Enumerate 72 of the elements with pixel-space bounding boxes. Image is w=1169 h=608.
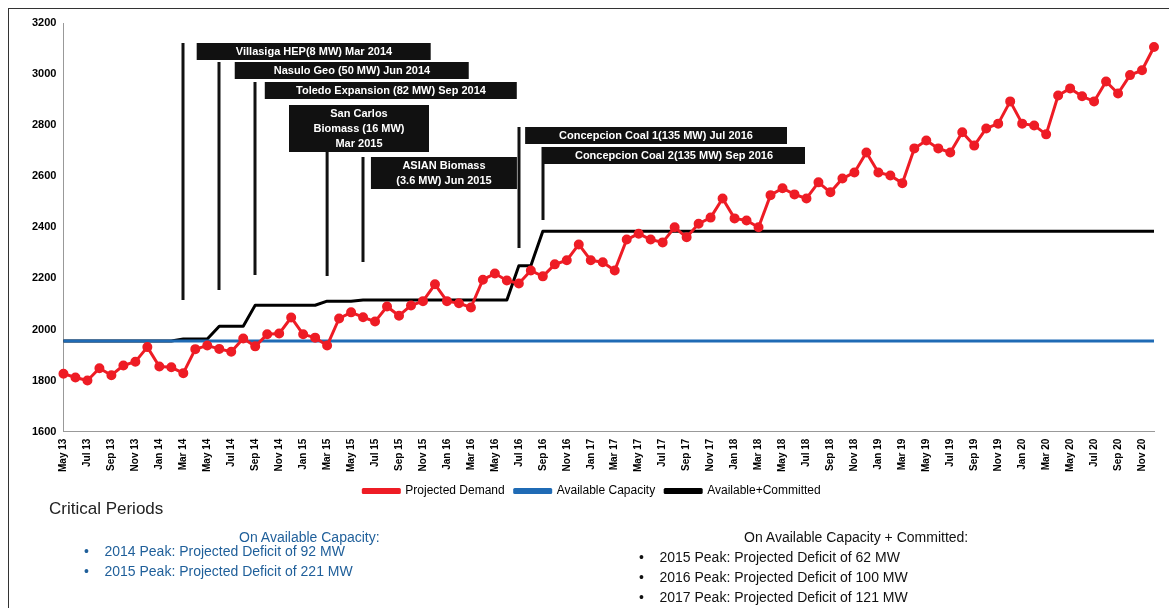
annotation: Toledo Expansion (82 MW) Sep 2014 — [295, 83, 487, 98]
x-tick-label: Nov 19 — [991, 438, 1003, 472]
x-tick-label: Nov 16 — [560, 438, 572, 472]
text: • 2016 Peak: Projected Deficit of 100 MW — [639, 569, 908, 585]
x-tick-label: May 13 — [57, 438, 69, 472]
annotation: San Carlos Biomass (16 MW) Mar 2015 — [312, 106, 406, 151]
x-tick-label: May 14 — [201, 438, 213, 472]
x-tick-label: Jul 18 — [800, 438, 812, 467]
x-tick-label: Mar 15 — [320, 438, 332, 471]
y-tick-label: 3000 — [31, 67, 57, 80]
x-tick-label: Jul 14 — [224, 438, 236, 467]
x-tick-label: Nov 17 — [704, 438, 716, 472]
x-tick-label: Jul 16 — [512, 438, 524, 467]
x-tick-label: Mar 20 — [1039, 438, 1051, 471]
x-tick-label: Sep 16 — [536, 438, 548, 471]
y-tick-label: 2600 — [31, 169, 57, 182]
annotation: Villasiga HEP(8 MW) Mar 2014 — [234, 44, 394, 59]
x-tick-label: Mar 17 — [608, 438, 620, 471]
legend-label: Available Capacity — [556, 483, 656, 498]
annotation: Concepcion Coal 1(135 MW) Jul 2016 — [558, 128, 754, 143]
x-tick-label: May 20 — [1063, 438, 1075, 472]
x-tick-label: Jan 15 — [296, 438, 308, 470]
x-tick-label: Sep 19 — [967, 438, 979, 471]
x-tick-label: Sep 20 — [1111, 438, 1123, 471]
x-tick-label: Sep 18 — [824, 438, 836, 471]
y-tick-label: 3200 — [31, 16, 57, 29]
x-tick-label: May 19 — [920, 438, 932, 472]
x-tick-label: Jan 19 — [872, 438, 884, 470]
x-tick-label: Nov 14 — [272, 438, 284, 472]
x-tick-label: Nov 20 — [1135, 438, 1147, 472]
x-tick-label: Jul 17 — [656, 438, 668, 467]
text: • 2017 Peak: Projected Deficit of 121 MW — [639, 589, 908, 605]
x-tick-label: Sep 13 — [105, 438, 117, 471]
x-tick-label: Jan 17 — [584, 438, 596, 470]
x-tick-label: Mar 16 — [464, 438, 476, 471]
legend-label: Available+Committed — [707, 483, 821, 498]
annotation: Nasulo Geo (50 MW) Jun 2014 — [272, 63, 432, 78]
legend-label: Projected Demand — [405, 483, 505, 498]
x-tick-label: Nov 15 — [416, 438, 428, 472]
x-tick-label: May 16 — [488, 438, 500, 472]
x-tick-label: Sep 15 — [392, 438, 404, 471]
x-tick-label: May 15 — [344, 438, 356, 472]
x-tick-label: Nov 18 — [848, 438, 860, 472]
x-tick-label: Sep 17 — [680, 438, 692, 471]
text: • 2015 Peak: Projected Deficit of 62 MW — [639, 549, 901, 565]
x-tick-label: May 17 — [632, 438, 644, 472]
x-tick-label: Jan 18 — [728, 438, 740, 470]
annotation: ASIAN Biomass (3.6 MW) Jun 2015 — [395, 158, 493, 188]
x-tick-label: Jul 19 — [944, 438, 956, 467]
x-tick-label: Mar 14 — [177, 438, 189, 471]
x-tick-label: Mar 18 — [752, 438, 764, 471]
y-tick-label: 2200 — [31, 271, 57, 284]
x-tick-label: Jan 20 — [1015, 438, 1027, 470]
text: • 2015 Peak: Projected Deficit of 221 MW — [84, 563, 353, 579]
text: Critical Periods — [49, 499, 164, 519]
y-tick-label: 2000 — [31, 322, 57, 335]
x-tick-label: Jan 16 — [440, 438, 452, 470]
x-tick-label: Jan 14 — [153, 438, 165, 470]
x-tick-label: Jul 13 — [81, 438, 93, 467]
y-tick-label: 1600 — [31, 424, 57, 437]
text: On Available Capacity + Committed: — [744, 529, 969, 545]
y-tick-label: 1800 — [31, 373, 57, 386]
y-tick-label: 2800 — [31, 118, 57, 131]
x-tick-label: Sep 14 — [248, 438, 260, 471]
x-tick-label: Jul 15 — [368, 438, 380, 467]
x-tick-label: Nov 13 — [129, 438, 141, 472]
annotation: Concepcion Coal 2(135 MW) Sep 2016 — [573, 148, 774, 163]
x-tick-label: Mar 19 — [896, 438, 908, 471]
x-tick-label: Jul 20 — [1087, 438, 1099, 467]
y-tick-label: 2400 — [31, 220, 57, 233]
text: On Available Capacity: — [239, 529, 380, 545]
x-tick-label: May 18 — [776, 438, 788, 472]
